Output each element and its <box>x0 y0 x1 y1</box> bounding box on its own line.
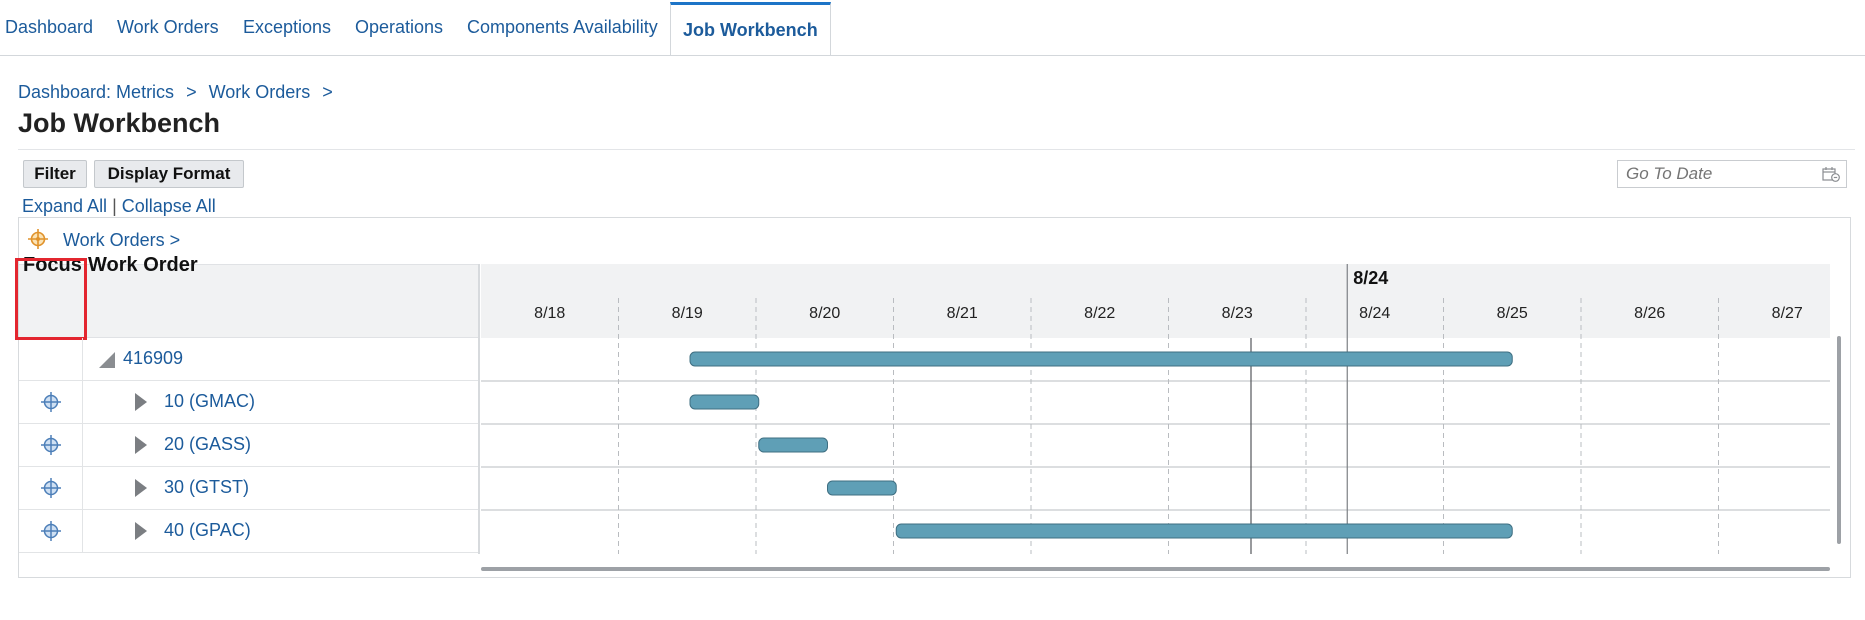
table-row: 10 (GMAC) <box>19 381 478 424</box>
filter-button[interactable]: Filter <box>23 160 87 188</box>
horizontal-scrollbar[interactable] <box>481 567 1830 571</box>
table-row: 30 (GTST) <box>19 467 478 510</box>
breadcrumb-separator: > <box>322 82 333 102</box>
date-label: 8/24 <box>1359 305 1390 322</box>
table-row: 40 (GPAC) <box>19 510 478 553</box>
triangle-right-icon[interactable] <box>135 522 147 540</box>
table-row: 20 (GASS) <box>19 424 478 467</box>
operation-link[interactable]: 30 (GTST) <box>164 477 250 497</box>
vertical-scrollbar[interactable] <box>1837 336 1841 544</box>
focus-column-highlight <box>15 258 87 340</box>
gantt-bar <box>827 480 897 496</box>
date-label: 8/18 <box>534 305 565 322</box>
crosshair-focus-icon[interactable] <box>40 434 62 456</box>
gantt-header-bg <box>481 264 1830 338</box>
crosshair-focus-icon[interactable] <box>40 391 62 413</box>
calendar-icon[interactable] <box>1822 166 1840 182</box>
gantt-bar <box>895 523 1513 539</box>
focus-cell <box>19 424 83 467</box>
tab-operations[interactable]: Operations <box>355 17 444 37</box>
triangle-right-icon[interactable] <box>135 479 147 497</box>
panel-breadcrumb-work-orders[interactable]: Work Orders > <box>63 230 181 250</box>
date-label: 8/21 <box>947 305 978 322</box>
work-order-link[interactable]: 416909 <box>123 348 184 368</box>
triangle-right-icon[interactable] <box>135 393 147 411</box>
triangle-down-icon[interactable] <box>99 352 115 368</box>
operation-link[interactable]: 20 (GASS) <box>164 434 252 454</box>
tab-job-workbench[interactable]: Job Workbench <box>670 2 831 55</box>
tab-components-availability[interactable]: Components Availability <box>467 17 658 37</box>
crosshair-focus-icon[interactable] <box>40 520 62 542</box>
workbench-panel: Work Orders > Focus Work Order 416909 10… <box>15 217 1851 578</box>
breadcrumb-work-orders[interactable]: Work Orders <box>208 82 311 102</box>
date-label: 8/22 <box>1084 305 1115 322</box>
tab-dashboard[interactable]: Dashboard <box>5 17 94 37</box>
focus-cell <box>19 381 83 424</box>
go-to-date-input[interactable] <box>1618 163 1818 185</box>
tab-work-orders[interactable]: Work Orders <box>117 17 219 37</box>
date-label: 8/20 <box>809 305 840 322</box>
gantt-bar <box>689 394 760 410</box>
title-divider <box>18 149 1855 150</box>
collapse-all-link[interactable]: Collapse All <box>121 196 216 216</box>
date-label: 8/23 <box>1222 305 1253 322</box>
breadcrumb-separator: > <box>186 82 197 102</box>
breadcrumb: Dashboard: Metrics > Work Orders > <box>18 82 345 103</box>
tree-table-header <box>19 264 478 338</box>
date-label: 8/27 <box>1772 305 1803 322</box>
gantt-chart: 8/18 8/19 8/20 8/21 8/22 8/23 8/24 8/25 8/26 8/27… <box>481 264 1830 554</box>
focus-cell <box>19 510 83 553</box>
display-format-button[interactable]: Display Format <box>94 160 244 188</box>
date-label: 8/25 <box>1497 305 1528 322</box>
date-label: 8/26 <box>1634 305 1665 322</box>
gantt-bar <box>758 437 828 453</box>
operation-link[interactable]: 10 (GMAC) <box>164 391 256 411</box>
work-order-column-header: Work Order <box>88 254 198 276</box>
crosshair-focus-icon[interactable] <box>40 477 62 499</box>
expand-collapse-links: Expand All | Collapse All <box>22 196 216 217</box>
crosshair-focus-icon[interactable] <box>27 228 49 250</box>
link-separator: | <box>112 196 117 216</box>
tab-exceptions[interactable]: Exceptions <box>243 17 332 37</box>
expand-all-link[interactable]: Expand All <box>22 196 108 216</box>
splitter[interactable] <box>478 264 480 554</box>
tab-bar: Dashboard Work Orders Exceptions Operati… <box>0 0 1865 56</box>
focus-cell <box>19 467 83 510</box>
date-label: 8/19 <box>672 305 703 322</box>
focus-cell <box>19 338 83 381</box>
current-date-label: 8/24 <box>1353 268 1388 288</box>
page-title: Job Workbench <box>18 108 221 138</box>
table-row: 416909 <box>19 338 478 381</box>
triangle-right-icon[interactable] <box>135 436 147 454</box>
operation-link[interactable]: 40 (GPAC) <box>164 520 251 540</box>
gantt-bar <box>689 351 1513 367</box>
go-to-date-field <box>1617 160 1847 188</box>
breadcrumb-dashboard-metrics[interactable]: Dashboard: Metrics <box>18 82 175 102</box>
